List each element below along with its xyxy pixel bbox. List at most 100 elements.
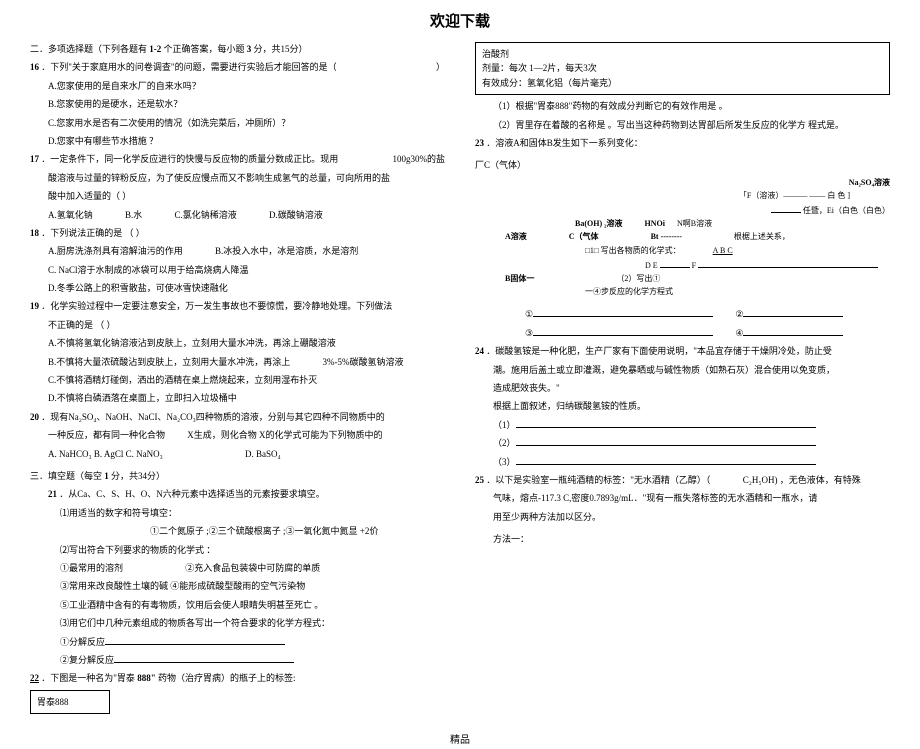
q16-stem: ．下列"关于家庭用水的问卷调查"的问题，需要进行实验后才能回答的是（ [41, 62, 336, 72]
q16-end: ） [436, 60, 445, 74]
q17-l2: 酸溶液与过量的锌粉反应，为了使反应慢点而又不影响生成氢气的总量，可向所用的盐 [30, 171, 445, 185]
s3-t1: 三．填空题（每空 [30, 471, 102, 481]
diag-hnoi: HNOi [645, 219, 665, 228]
blank [660, 258, 690, 268]
q22-p2: （2）胃里存在着酸的名称是 。写出当这种药物到达胃部后所发生反应的化学方 程式是… [475, 118, 890, 132]
q22-p1: （1）根据"胃泰888"药物的有效成分判断它的有效作用是 。 [475, 99, 890, 113]
diag-na2so4: Na₂SO₄溶液 [475, 177, 890, 188]
q18-a: A.厨房洗涤剂具有溶解油污的作用 [48, 246, 183, 256]
blank [743, 307, 843, 317]
q20-x1: X生成，则化合物 [187, 430, 257, 440]
s2-total: 分，共15分） [254, 44, 308, 54]
page-footer: 精品 [30, 733, 890, 749]
q20-d: D. BaSO₄ [245, 449, 281, 459]
q24-l3: 造成肥效丧失。" [475, 381, 890, 395]
s2-t2: 个正确答案，每小题 [164, 44, 245, 54]
q19-a: A.不慎将氢氧化钠溶液沾到皮肤上，立刻用大量水冲洗，再涂上硼酸溶液 [30, 336, 445, 350]
q21-p2at: ①最常用的溶剂 [60, 563, 123, 573]
q22-bold: 888" [137, 673, 156, 683]
page-header: 欢迎下载 [30, 10, 890, 34]
q21-p2bt: ②充入食品包装袋中可防腐的单质 [185, 563, 320, 573]
q16-b: B.您家使用的是硬水，还是软水？ [30, 97, 445, 111]
s2-t1: 二．多项选择题（下列各题有 [30, 44, 147, 54]
blank [516, 418, 816, 428]
q25-stem: ．以下是实验室一瓶纯酒精的标签："无水酒精（乙醇）（ [486, 475, 710, 485]
q23-fc: 厂C（气体） [475, 158, 890, 172]
q23-blanks-12: ① ② [475, 307, 890, 321]
blank [516, 436, 816, 446]
q16: 16 ．下列"关于家庭用水的问卷调查"的问题，需要进行实验后才能回答的是（ ） [30, 60, 445, 74]
q25-l3: 用至少两种方法加以区分。 [475, 510, 890, 524]
q20-l2a: 一种反应，都有同一种化合物 [48, 430, 165, 440]
q24-p3t: （3） [493, 457, 516, 467]
q18: 18 ．下列说法正确的是 （ ） [30, 226, 445, 240]
q21-p2d: ⑤工业酒精中含有的有毒物质，饮用后会使人眼睛失明甚至死亡 。 [30, 598, 445, 612]
q17-b: B.水 [125, 208, 142, 222]
q24-num: 24 [475, 346, 484, 356]
q24: 24 ．碳酸氢铵是一种化肥，生产厂家有下面使用说明，"本品宜存储于干燥阴冷处，防… [475, 344, 890, 358]
q23-blanks-34: ③ ④ [475, 326, 890, 340]
q20-opts: A. NaHCO₃ B. AgCl C. NaNO₃ D. BaSO₄ [30, 447, 445, 461]
q19: 19 ．化学实验过程中一定要注意安全，万一发生事故也不要惊慌，要冷静地处理。下列… [30, 299, 445, 313]
q24-l4: 根据上面叙述，归纳碳酸氢铵的性质。 [475, 399, 890, 413]
q19-b: B.不慎将大量浓硫酸沾到皮肤上，立刻用大量水冲洗，再涂上 3%-5%碳酸氢钠溶液 [30, 355, 445, 369]
q19-l2t: 不正确的是 [48, 320, 93, 330]
s2-pts: 3 [247, 44, 252, 54]
q22-rest: 药物（治疗胃病）的瓶子上的标签: [158, 673, 296, 683]
diag-sq1-row: □1□ 写出各物质的化学式： A B C [475, 245, 890, 256]
q17-rest: 100g30%的盐 [393, 152, 446, 166]
diag-a-row: A溶液 C（气体 Bt -------- 根椐上述关系， [475, 231, 890, 242]
q18-stem: ．下列说法正确的是 [41, 228, 122, 238]
diag-abc: A B C [713, 246, 733, 255]
section-3-title: 三．填空题（每空 1 分，共34分） [30, 469, 445, 483]
blank [516, 455, 816, 465]
q20-x2: X的化学式可能为下列物质中的 [259, 430, 383, 440]
q21-p3bt: ②复分解反应 [60, 655, 114, 665]
section-2-title: 二．多项选择题（下列各题有 1-2 个正确答案，每小题 3 分，共15分） [30, 42, 445, 56]
diag-nb: N啊B溶液 [677, 219, 712, 228]
q17-stem: ．一定条件下，同一化学反应进行的快慢与反应物的质量分数成正比。现用 [41, 154, 338, 164]
q23-c2: ② [735, 309, 743, 319]
q21-p3b: ②复分解反应 [30, 653, 445, 667]
q24-p2t: （2） [493, 438, 516, 448]
q17-c: C.氯化钠稀溶液 [175, 208, 237, 222]
label-box-2: 治酸剂 剂量：每次 1—2片，每天3次 有效成分：氢氧化铝（每片毫克） [475, 42, 890, 95]
diag-rent: 任暨，Ei（白色（白色） [803, 206, 890, 215]
diag-bt: Bt -------- [651, 232, 682, 241]
q24-p1: （1） [475, 418, 890, 432]
diag-sq1: □1□ 写出各物质的化学式： [585, 246, 681, 255]
diag-ren: 任暨，Ei（白色（白色） [475, 203, 890, 216]
diag-de-row: D E F [475, 258, 890, 271]
q21-p2: ⑵写出符合下列要求的物质的化学式 ： [30, 543, 445, 557]
q21-p1: ⑴用适当的数字和符号填空： [30, 506, 445, 520]
diag-genx: 根椐上述关系， [734, 232, 790, 241]
blank [771, 203, 801, 213]
q16-a: A.您家使用的是自来水厂的自来水吗？ [30, 79, 445, 93]
diag-f: 「F（溶液）——— —— 白 色 ] [475, 190, 890, 201]
diag-baoh-row: Ba(OH) ₂溶液 HNOi N啊B溶液 [475, 218, 890, 229]
diag-b: B固体一 [505, 274, 534, 283]
q20-a: A. NaHCO₃ B. AgCl C. NaNO₃ [48, 449, 163, 459]
q23-c1: ① [525, 309, 533, 319]
q19-c: C.不慎将酒精灯碰倒，洒出的酒精在桌上燃烧起来，立刻用湿布扑灭 [30, 373, 445, 387]
diag-step: 一④步反应的化学方程式 [475, 286, 890, 297]
q17-d: D.碳酸钠溶液 [269, 208, 323, 222]
q17: 17 ．一定条件下，同一化学反应进行的快慢与反应物的质量分数成正比。现用 100… [30, 152, 445, 166]
q20: 20 ．现有Na₂SO₄、NaOH、NaCI、Na₂CO₃四种物质的溶液，分别与… [30, 410, 445, 424]
q25: 25 ．以下是实验室一瓶纯酒精的标签："无水酒精（乙醇）（ C₂H₅OH) ，无… [475, 473, 890, 487]
q21-p1t: ①二个氮原子 ;②三个硫酸根离子 ;③一氧化氮中氮显 +2价 [30, 524, 445, 538]
q17-a: A.氢氧化钠 [48, 208, 93, 222]
q16-c: C.您家用水是否有二次使用的情况（如洗完菜后，冲厕所）？ [30, 116, 445, 130]
q17-opts: A.氢氧化钠 B.水 C.氯化钠稀溶液 D.碳酸钠溶液 [30, 208, 445, 222]
blank [743, 326, 843, 336]
q24-stem: ．碳酸氢铵是一种化肥，生产厂家有下面使用说明，"本品宜存储于干燥阴冷处，防止受 [486, 346, 832, 356]
q23: 23 ．溶液A和固体B发生如下一系列变化： [475, 136, 890, 150]
left-column: 二．多项选择题（下列各题有 1-2 个正确答案，每小题 3 分，共15分） 16… [30, 42, 445, 718]
box2-a: 治酸剂 [482, 47, 883, 61]
q18-b: B.冰投入水中，冰是溶质，水是溶剂 [215, 246, 358, 256]
diag-c: C（气体 [569, 232, 599, 241]
q20-num: 20 [30, 412, 39, 422]
blank [533, 326, 713, 336]
q17-l3t: 酸中加入适量的（ [48, 191, 120, 201]
blank [698, 258, 878, 268]
